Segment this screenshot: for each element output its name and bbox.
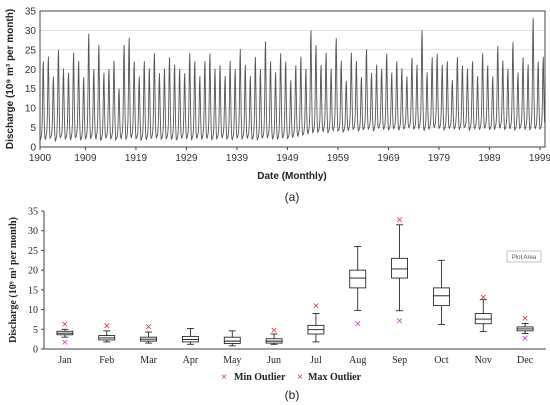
panel-b-y-tick-label: 30	[28, 226, 38, 237]
panel-a-y-tick-label: 30	[25, 26, 37, 37]
panel-a-caption: (a)	[285, 190, 300, 204]
panel-b-y-tick-label: 5	[33, 325, 38, 336]
panel-a-gridlines	[40, 30, 545, 128]
legend-min-outlier-marker: ×	[221, 372, 227, 383]
panel-a-y-tick-label: 35	[25, 7, 37, 18]
min-outlier-marker: ×	[521, 334, 529, 344]
box-may	[223, 330, 241, 347]
panel-b-x-tick-label: May	[223, 355, 241, 366]
panel-b-y-ticks: 0 5 10 15 20 25 30 35	[28, 207, 44, 356]
min-outlier-marker: ×	[61, 338, 69, 348]
box-jul	[307, 313, 325, 343]
panel-a-x-ticks: 1900 1909 1919 1929 1939 1949 1959 1969 1979 1989…	[29, 147, 550, 164]
panel-a-x-tick-label: 1969	[377, 153, 400, 164]
panel-a-x-axis-label: Date (Monthly)	[257, 171, 326, 182]
panel-b-x-tick-label: Sep	[392, 355, 407, 366]
panel-b-y-tick-label: 35	[28, 207, 38, 218]
legend-max-outlier-marker: ×	[297, 372, 303, 383]
panel-b-x-tick-label: Jun	[267, 355, 281, 366]
box-iqr	[433, 287, 450, 307]
panel-a-discharge-series	[39, 18, 546, 143]
panel-b-boxes	[56, 224, 534, 347]
box-jun	[265, 333, 283, 345]
plot-area-tooltip-text: Plot Area	[512, 255, 537, 261]
panel-a-x-tick-label: 1919	[125, 153, 148, 164]
plot-area-tooltip: Plot Area	[506, 250, 542, 263]
panel-b-x-tick-label: Feb	[99, 355, 114, 366]
box-oct	[433, 259, 450, 325]
panel-a-x-tick-label: 1939	[226, 153, 249, 164]
panel-a-y-tick-label: 0	[30, 143, 36, 154]
max-outlier-marker: ×	[479, 293, 487, 303]
panel-b-y-tick-label: 20	[28, 266, 38, 277]
panel-b-outliers: × × × × × × × × × × × ×	[61, 216, 529, 348]
box-iqr	[349, 269, 367, 289]
panel-b-x-tick-label: Dec	[517, 355, 534, 366]
box-jan	[56, 328, 74, 338]
panel-a-y-axis-label: Discharge (10⁹ m³ per month)	[5, 9, 16, 149]
max-outlier-marker: ×	[103, 321, 111, 331]
panel-b-y-tick-label: 0	[33, 345, 38, 356]
max-outlier-marker: ×	[61, 320, 69, 330]
panel-a-y-ticks: 0 5 10 15 20 25 30 35	[25, 7, 37, 154]
max-outlier-marker: ×	[396, 216, 404, 226]
box-iqr	[223, 336, 241, 344]
panel-b-x-tick-label: Nov	[475, 355, 492, 366]
panel-b-x-ticks: Jan Feb Mar Apr May Jun Jul Aug Sep Oct Nov Dec	[58, 355, 533, 366]
panel-a-x-tick-label: 1959	[327, 153, 350, 164]
panel-a-x-tick-label: 1999	[529, 153, 550, 164]
min-outlier-marker: ×	[396, 317, 404, 327]
panel-a-y-tick-label: 5	[30, 123, 36, 134]
panel-a-y-tick-label: 10	[25, 104, 37, 115]
box-apr	[182, 328, 199, 345]
legend-max-outlier-label: Max Outlier	[308, 372, 362, 383]
max-outlier-marker: ×	[312, 302, 320, 312]
panel-b-x-tick-label: Aug	[349, 355, 366, 366]
legend-min-outlier-label: Min Outlier	[234, 372, 286, 383]
max-outlier-marker: ×	[145, 323, 153, 333]
panel-a-plot-border	[39, 10, 546, 148]
panel-a-y-tick-label: 25	[25, 45, 37, 56]
panel-b-y-tick-label: 25	[28, 246, 38, 257]
panel-b-x-tick-label: Oct	[434, 355, 449, 366]
panel-b-y-axis-label: Discharge (10⁹ m³ per month)	[8, 217, 19, 343]
panel-a-y-tick-label: 15	[25, 84, 37, 95]
panel-b-x-tick-label: Mar	[140, 355, 157, 366]
panel-b-y-tick-label: 10	[28, 305, 38, 316]
box-dec	[516, 322, 534, 335]
panel-a-x-tick-label: 1929	[175, 153, 198, 164]
min-outlier-marker: ×	[354, 319, 362, 329]
box-iqr	[391, 257, 408, 279]
panel-a-x-tick-label: 1949	[276, 153, 299, 164]
panel-a-x-tick-label: 1989	[478, 153, 501, 164]
panel-b-x-tick-label: Apr	[183, 355, 199, 366]
max-outlier-marker: ×	[521, 314, 529, 324]
panel-b-x-tick-label: Jan	[58, 355, 71, 366]
panel-b-x-tick-label: Jul	[310, 355, 322, 366]
box-mar	[140, 331, 157, 344]
panel-a-x-tick-label: 1979	[428, 153, 451, 164]
box-sep	[391, 224, 408, 312]
panel-a-x-tick-label: 1909	[74, 153, 97, 164]
plot-area-tooltip-box	[506, 250, 542, 263]
box-feb	[98, 330, 116, 343]
box-aug	[349, 246, 367, 311]
box-nov	[474, 299, 492, 333]
panel-a-y-tick-label: 20	[25, 65, 37, 76]
panel-b-legend: × Min Outlier × Max Outlier	[221, 372, 362, 383]
panel-a-x-tick-label: 1900	[29, 153, 52, 164]
panel-b: 0 5 10 15 20 25 30 35 Jan Feb Mar Apr May Jun Jul Aug S…	[8, 207, 546, 402]
panel-b-y-tick-label: 15	[28, 285, 38, 296]
panel-b-caption: (b)	[285, 388, 300, 402]
max-outlier-marker: ×	[270, 326, 278, 336]
